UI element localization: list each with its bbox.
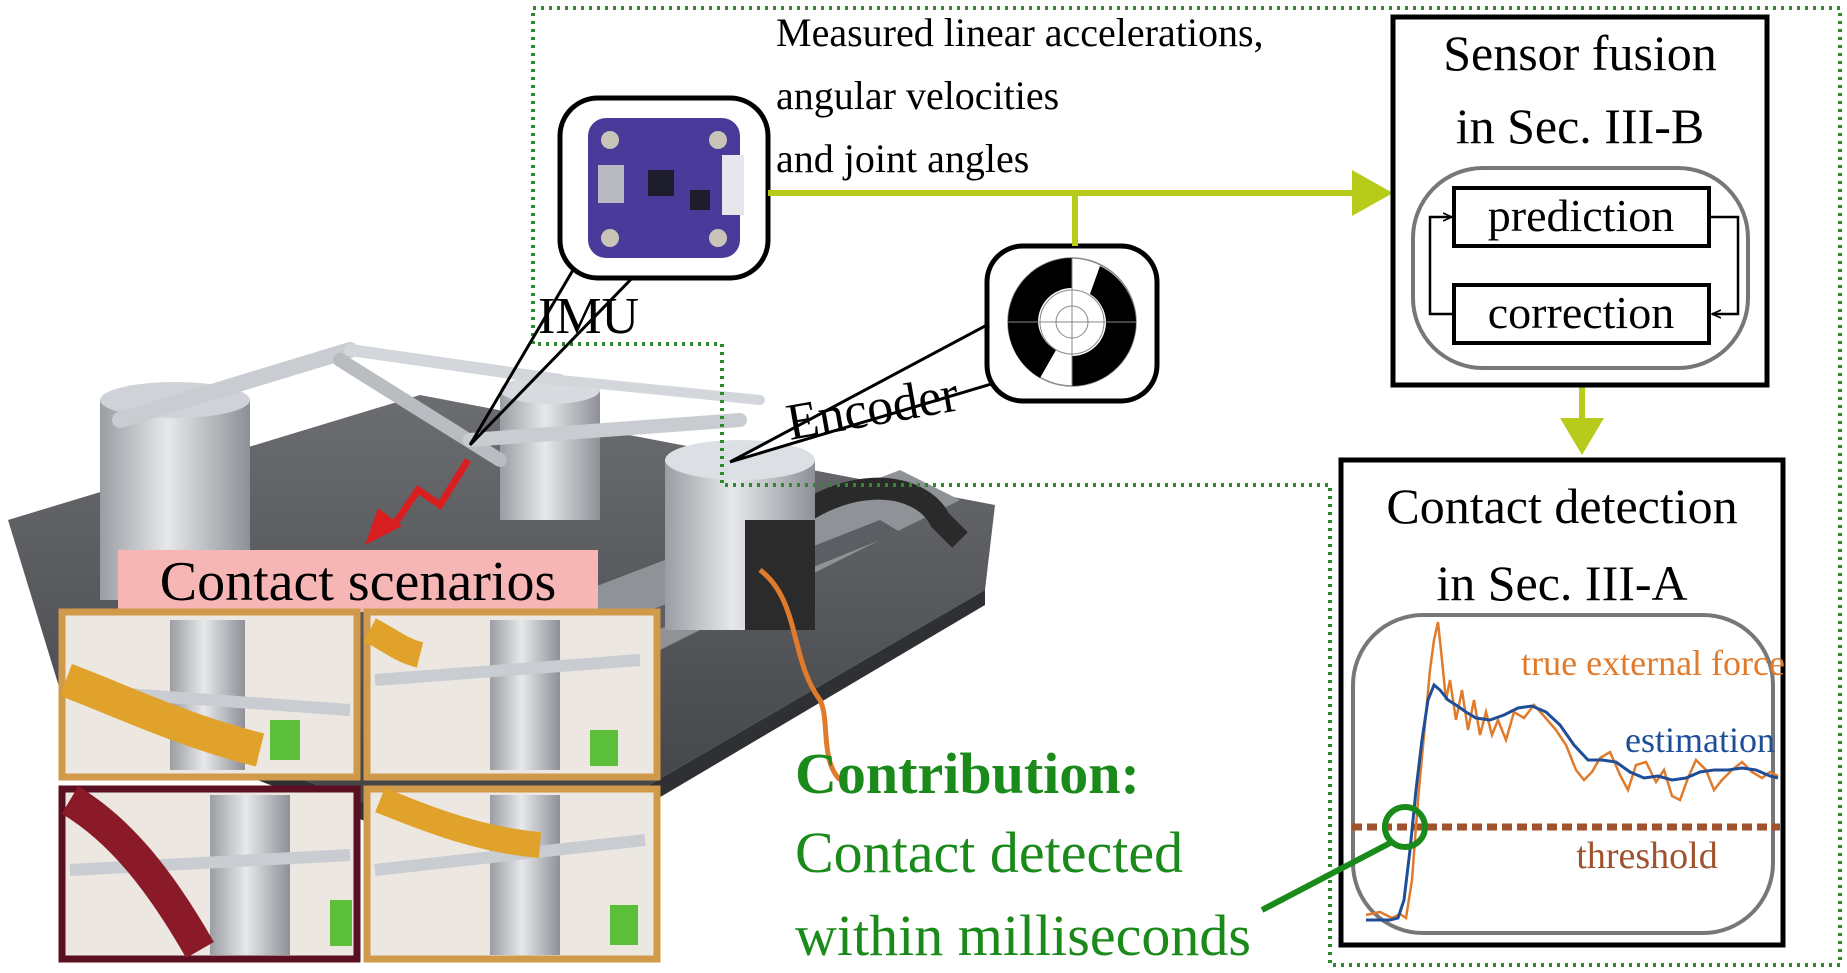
sensor-fusion-title-1: Sensor fusion xyxy=(1443,25,1717,81)
contact-scenarios-label: Contact scenarios xyxy=(160,551,557,613)
true-force-curve xyxy=(1365,621,1779,921)
contact-detection-title-1: Contact detection xyxy=(1386,478,1737,534)
contact-scenarios-label-bg xyxy=(118,550,598,612)
estimation-curve xyxy=(1366,682,1779,922)
data-flow-arrow-head xyxy=(1352,170,1393,216)
middle-tower xyxy=(500,390,600,520)
prediction-block xyxy=(1452,186,1711,248)
imu-board-icon xyxy=(588,118,744,258)
loop-arrow-left xyxy=(1428,217,1454,316)
measured-label-line2: angular velocities xyxy=(776,73,1059,118)
contact-arrow-head xyxy=(365,508,402,545)
contact-arrow xyxy=(389,458,471,530)
imu-label: IMU xyxy=(538,288,639,345)
scenario-photo-4 xyxy=(363,785,661,963)
detection-point-marker xyxy=(1382,804,1428,850)
contact-detection-title-2: in Sec. III-A xyxy=(1436,555,1687,611)
contact-detection-box xyxy=(1338,457,1786,948)
robot-arm-4 xyxy=(344,344,566,386)
scenario-photos xyxy=(58,608,661,963)
robot-arm-5 xyxy=(555,375,765,405)
scenario-photo-3 xyxy=(58,785,361,963)
measured-label-line1: Measured linear accelerations, xyxy=(776,10,1264,55)
true-force-label: true external force xyxy=(1521,643,1785,683)
imu-callout-line xyxy=(468,268,642,447)
encoder-disc-icon xyxy=(1007,257,1137,387)
encoder-label: Encoder xyxy=(782,366,963,452)
robot-arm-1 xyxy=(112,342,358,428)
fusion-loop-frame xyxy=(1411,166,1750,370)
fusion-to-detection-arrow-head xyxy=(1560,418,1604,455)
robot-arm-3 xyxy=(463,413,747,447)
measured-label-line3: and joint angles xyxy=(776,136,1029,181)
correction-label: correction xyxy=(1488,287,1674,338)
threshold-label: threshold xyxy=(1576,835,1717,877)
estimation-label: estimation xyxy=(1625,720,1775,760)
scenario-photo-1 xyxy=(58,608,361,781)
sensor-fusion-title-2: in Sec. III-B xyxy=(1456,98,1705,154)
scenario-photo-2 xyxy=(363,608,661,781)
prediction-label: prediction xyxy=(1488,190,1675,241)
contribution-line2: within milliseconds xyxy=(795,903,1251,968)
contribution-pointer xyxy=(1260,839,1394,913)
imu-callout-line xyxy=(468,269,575,446)
contribution-heading: Contribution: xyxy=(795,741,1140,806)
loop-arrow-right xyxy=(1709,215,1740,314)
contribution-line1: Contact detected xyxy=(795,820,1183,885)
